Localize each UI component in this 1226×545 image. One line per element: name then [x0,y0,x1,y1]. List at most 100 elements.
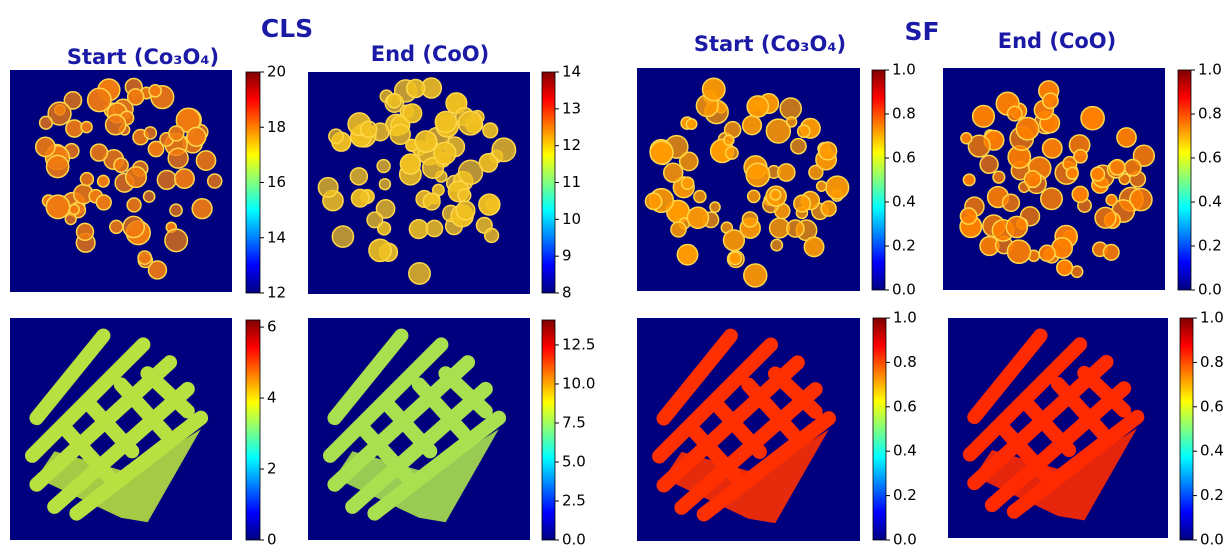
particle [787,220,804,237]
particle [459,160,483,184]
particle [350,168,367,185]
colorbar-tick-label: 7.5 [562,413,586,431]
particle [819,142,837,160]
particle [963,174,975,186]
particle [748,190,760,202]
particle [1024,171,1041,188]
particle [69,204,79,214]
panel: End (CoO)0.00.20.40.60.81.0 [943,29,1222,299]
particle [791,139,806,154]
particle [96,195,111,210]
colorbar-tick-label: 0.2 [1200,486,1224,504]
colorbar [1180,318,1193,540]
particle [821,201,836,216]
particle [1057,260,1073,276]
particle [677,244,697,264]
particle [403,104,422,123]
particle [686,119,696,129]
particle [694,190,706,202]
colorbar-tick-label: 14 [267,228,286,246]
colorbar-tick-label: 5.0 [562,452,586,470]
particle [1110,160,1125,175]
colorbar-tick-label: 20 [267,63,286,81]
colorbar-tick-label: 11 [562,173,581,191]
colorbar [542,72,555,293]
particle [724,135,734,145]
colorbar-tick-label: 0.0 [1198,281,1222,299]
particle [387,94,401,108]
particle [187,127,206,146]
particle [817,181,827,191]
particle [426,220,442,236]
particle [483,123,498,138]
colorbar-tick-label: 0.8 [1200,353,1224,371]
particle [1125,159,1141,175]
colorbar-tick-label: 0.4 [1200,442,1224,460]
particle [485,228,499,242]
colorbar [1178,70,1191,290]
image-map [308,72,530,294]
particle [744,264,767,287]
particle [110,220,123,233]
panel: 0.00.20.40.60.81.0 [637,309,917,545]
particle [1007,240,1030,263]
particle [703,78,725,100]
colorbar [246,72,260,293]
particle [778,164,795,181]
particle [798,125,810,137]
particle [81,122,92,133]
panel-title: Start (Co₃O₄) [694,32,846,56]
particle [423,193,440,210]
particle [66,120,83,137]
particle [379,179,390,190]
panel-title: End (CoO) [371,42,490,66]
colorbar-tick-label: 8 [562,284,572,302]
particle [126,167,147,188]
particle [351,189,369,207]
colorbar-tick-label: 13 [562,99,581,117]
colorbar-tick-label: 4 [267,389,277,407]
particle [47,155,69,177]
colorbar [873,318,886,540]
panel: End (CoO)891011121314 [308,42,581,302]
particle [1016,117,1038,139]
particle [106,115,126,135]
particle [960,208,976,224]
particle [710,202,720,212]
particle [458,189,471,202]
particle [40,116,53,129]
particle [687,207,708,228]
particle [1043,139,1062,158]
particle [742,212,757,227]
particle [98,175,110,187]
particle [1043,93,1058,108]
colorbar-tick-label: 1.0 [1198,61,1222,79]
particle [787,117,797,127]
colorbar-tick-label: 0.2 [892,237,916,255]
colorbar-tick-label: 6 [267,318,277,336]
colorbar-tick-label: 10 [562,210,581,228]
particle [435,111,456,132]
particle [329,129,343,143]
particle [1072,186,1088,202]
particle [80,173,93,186]
particle [973,105,995,127]
particle [729,252,742,265]
colorbar-tick-label: 14 [562,63,581,81]
particle [36,137,55,156]
particle [681,177,693,189]
particle [771,239,782,250]
particle [46,195,69,218]
particle [456,201,475,220]
particle [1081,107,1104,130]
particle [671,222,686,237]
particle [747,96,768,117]
panel-title: Start (Co₃O₄) [67,45,219,69]
group-label: SF [904,17,939,46]
colorbar [542,320,555,540]
panel: 0.02.55.07.510.012.5 [308,318,595,545]
particle [1117,128,1136,147]
particle [1074,150,1087,163]
particle [332,226,353,247]
